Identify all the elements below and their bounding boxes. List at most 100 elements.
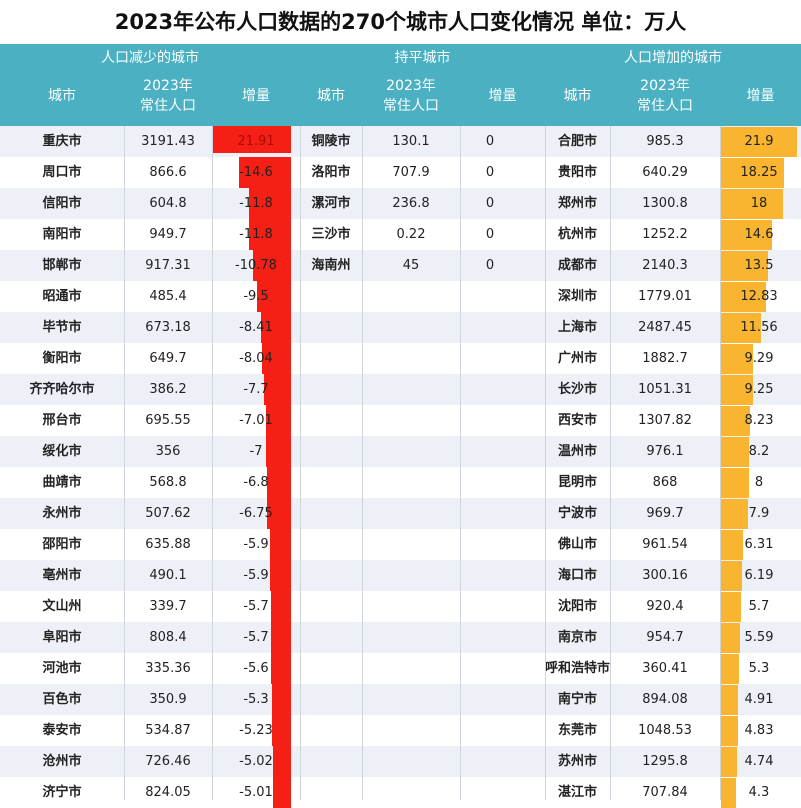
increase-bar xyxy=(721,747,738,777)
increase-change-label: 6.31 xyxy=(744,537,774,552)
increase-population: 707.84 xyxy=(642,785,688,800)
table-row: 邢台市 695.55 西安市 1307.82 xyxy=(0,405,801,436)
decrease-population: 949.7 xyxy=(149,227,187,242)
table-row: 文山州 339.7 沈阳市 920.4 xyxy=(0,591,801,622)
col-header-population: 2023年 常住人口 xyxy=(610,70,720,122)
decrease-change-label: -9.5 xyxy=(243,289,269,304)
increase-bar xyxy=(721,158,785,188)
decrease-change-label: -5.9 xyxy=(243,537,269,552)
column-divider xyxy=(610,126,611,800)
table-row: 南阳市 949.7 三沙市 0.22 0 杭州市 1252.2 xyxy=(0,219,801,250)
increase-city: 贵阳市 xyxy=(557,165,597,180)
decrease-city: 周口市 xyxy=(42,165,82,180)
increase-population: 985.3 xyxy=(646,134,684,149)
increase-population: 969.7 xyxy=(646,506,684,521)
increase-city: 成都市 xyxy=(557,258,597,273)
increase-bar xyxy=(721,561,743,591)
increase-population: 2140.3 xyxy=(642,258,688,273)
table-row: 昭通市 485.4 深圳市 1779.01 xyxy=(0,281,801,312)
decrease-population: 917.31 xyxy=(145,258,191,273)
increase-city: 上海市 xyxy=(557,320,597,335)
decrease-city: 南阳市 xyxy=(42,227,82,242)
decrease-bar xyxy=(271,653,291,684)
decrease-bar xyxy=(263,374,291,405)
column-divider xyxy=(212,126,213,800)
column-divider xyxy=(720,126,721,800)
increase-population: 1252.2 xyxy=(642,227,688,242)
decrease-bar xyxy=(272,684,291,715)
decrease-change-label: -14.6 xyxy=(239,165,273,180)
increase-bar xyxy=(721,375,754,405)
col-header-city: 城市 xyxy=(317,88,345,104)
decrease-city: 永州市 xyxy=(42,506,82,521)
increase-population: 894.08 xyxy=(642,692,688,707)
col-header-city: 城市 xyxy=(563,88,592,104)
decrease-city: 阜阳市 xyxy=(42,630,82,645)
decrease-population: 534.87 xyxy=(145,723,191,738)
flat-change: 0 xyxy=(485,134,495,149)
increase-city: 沈阳市 xyxy=(557,599,597,614)
table-row: 河池市 335.36 呼和浩特市 360.41 xyxy=(0,653,801,684)
increase-change-label: 8 xyxy=(754,475,764,490)
flat-city: 铜陵市 xyxy=(311,134,351,149)
table-row: 毕节市 673.18 上海市 2487.45 xyxy=(0,312,801,343)
decrease-city: 毕节市 xyxy=(42,320,82,335)
decrease-population: 339.7 xyxy=(149,599,187,614)
decrease-city: 济宁市 xyxy=(42,785,82,800)
decrease-population: 3191.43 xyxy=(141,134,195,149)
decrease-change-label: -7.7 xyxy=(243,382,269,397)
increase-change-label: 13.5 xyxy=(744,258,774,273)
table-row: 济宁市 824.05 湛江市 707.84 xyxy=(0,777,801,808)
decrease-bar xyxy=(261,312,291,343)
decrease-change-label: -5.9 xyxy=(243,568,269,583)
decrease-change-label: -11.8 xyxy=(239,227,273,242)
increase-bar xyxy=(721,623,741,653)
table-header: 人口减少的城市 持平城市 人口增加的城市 城市 2023年 常住人口 增量 城市 … xyxy=(0,44,801,126)
decrease-city: 邯郸市 xyxy=(42,258,82,273)
flat-population: 707.9 xyxy=(392,165,430,180)
col-header-city: 城市 xyxy=(48,88,76,104)
table-row: 亳州市 490.1 海口市 300.16 xyxy=(0,560,801,591)
decrease-change-label: -7 xyxy=(249,444,263,459)
decrease-bar xyxy=(273,746,291,777)
col-header-population-line1: 2023年 xyxy=(143,78,193,94)
col-header-population: 2023年 常住人口 xyxy=(124,70,212,122)
increase-change-label: 11.56 xyxy=(740,320,778,335)
increase-change-label: 18 xyxy=(750,196,768,211)
flat-population: 0.22 xyxy=(396,227,426,242)
increase-bar xyxy=(721,468,749,498)
increase-bar xyxy=(721,127,797,157)
decrease-bar xyxy=(270,622,291,653)
decrease-population: 649.7 xyxy=(149,351,187,366)
decrease-bar xyxy=(266,436,291,467)
column-divider xyxy=(300,126,301,800)
table-row: 邯郸市 917.31 海南州 45 0 成都市 2140.3 xyxy=(0,250,801,281)
increase-change-label: 7.9 xyxy=(748,506,770,521)
decrease-population: 350.9 xyxy=(149,692,187,707)
decrease-change-label: -11.8 xyxy=(239,196,273,211)
decrease-city: 百色市 xyxy=(42,692,82,707)
increase-change-label: 9.29 xyxy=(744,351,774,366)
decrease-city: 文山州 xyxy=(42,599,82,614)
increase-change-label: 21.9 xyxy=(744,134,774,149)
decrease-bar xyxy=(252,250,291,281)
column-divider xyxy=(362,126,363,800)
decrease-bar xyxy=(248,219,291,250)
table-row: 泰安市 534.87 东莞市 1048.53 xyxy=(0,715,801,746)
column-divider xyxy=(545,126,546,800)
flat-city: 三沙市 xyxy=(311,227,351,242)
col-header-population-line2: 常住人口 xyxy=(383,98,439,114)
increase-bar xyxy=(721,499,749,529)
increase-bar xyxy=(721,282,766,312)
table-row: 百色市 350.9 南宁市 894.08 xyxy=(0,684,801,715)
decrease-population: 335.36 xyxy=(145,661,191,676)
increase-city: 郑州市 xyxy=(557,196,597,211)
decrease-bar xyxy=(270,591,291,622)
increase-population: 976.1 xyxy=(646,444,684,459)
decrease-change-label: -6.75 xyxy=(239,506,273,521)
flat-change: 0 xyxy=(485,196,495,211)
increase-change-label: 9.25 xyxy=(744,382,774,397)
increase-bar xyxy=(721,344,754,374)
decrease-change-label: -5.02 xyxy=(239,754,273,769)
increase-bar xyxy=(721,685,739,715)
